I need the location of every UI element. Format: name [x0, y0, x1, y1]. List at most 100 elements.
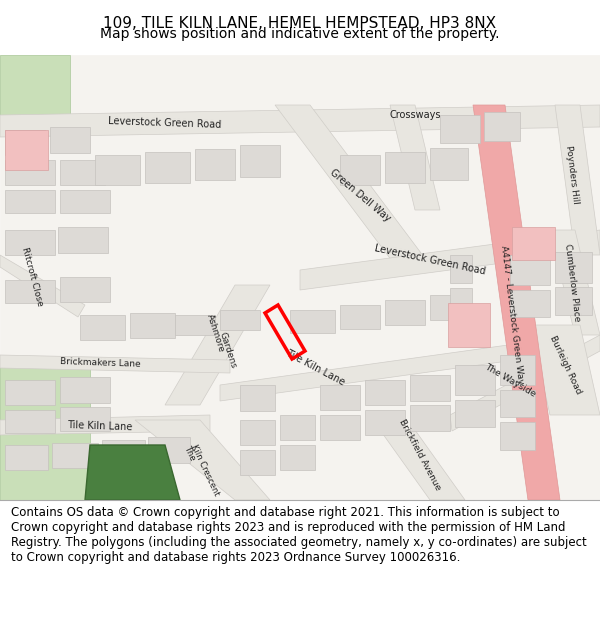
Polygon shape	[430, 148, 468, 180]
Polygon shape	[555, 252, 592, 283]
Polygon shape	[530, 325, 600, 415]
Polygon shape	[365, 410, 405, 435]
Polygon shape	[300, 230, 600, 290]
Polygon shape	[410, 405, 450, 431]
Polygon shape	[5, 190, 55, 213]
Polygon shape	[102, 440, 145, 465]
Polygon shape	[60, 377, 110, 403]
Polygon shape	[5, 160, 55, 185]
Polygon shape	[148, 437, 190, 463]
Polygon shape	[450, 335, 600, 431]
Polygon shape	[280, 415, 315, 440]
Polygon shape	[5, 410, 55, 433]
Polygon shape	[175, 315, 215, 335]
Polygon shape	[220, 335, 580, 401]
Polygon shape	[58, 227, 108, 253]
Polygon shape	[60, 277, 110, 302]
Polygon shape	[240, 420, 275, 445]
Polygon shape	[455, 365, 495, 395]
Polygon shape	[473, 105, 560, 500]
Polygon shape	[50, 127, 90, 153]
Text: Map shows position and indicative extent of the property.: Map shows position and indicative extent…	[100, 28, 500, 41]
Text: Gardens: Gardens	[218, 331, 238, 369]
Polygon shape	[340, 305, 380, 329]
Polygon shape	[5, 380, 55, 405]
Polygon shape	[5, 130, 45, 155]
Polygon shape	[320, 415, 360, 440]
Polygon shape	[385, 300, 425, 325]
Text: Crossways: Crossways	[389, 110, 441, 120]
Text: The Wayside: The Wayside	[483, 362, 537, 398]
Polygon shape	[385, 152, 425, 183]
Text: Leverstock Green Road: Leverstock Green Road	[374, 243, 487, 277]
Polygon shape	[440, 115, 480, 143]
Polygon shape	[240, 145, 280, 177]
Polygon shape	[484, 112, 520, 141]
Polygon shape	[500, 390, 535, 417]
Polygon shape	[0, 365, 90, 500]
Polygon shape	[340, 155, 380, 185]
Text: Brickfield Avenue: Brickfield Avenue	[397, 418, 443, 492]
Text: Ashmore: Ashmore	[205, 312, 226, 353]
Polygon shape	[0, 415, 210, 435]
Polygon shape	[500, 355, 535, 385]
Polygon shape	[0, 255, 85, 317]
Polygon shape	[85, 445, 180, 500]
Text: The: The	[182, 444, 197, 462]
Polygon shape	[130, 313, 175, 338]
Text: Contains OS data © Crown copyright and database right 2021. This information is : Contains OS data © Crown copyright and d…	[11, 506, 587, 564]
Polygon shape	[448, 303, 490, 347]
Text: Kiln Crescent: Kiln Crescent	[189, 443, 221, 497]
Polygon shape	[240, 385, 275, 411]
Polygon shape	[52, 443, 98, 468]
Text: Leverstock Green Road: Leverstock Green Road	[108, 116, 222, 130]
Polygon shape	[555, 105, 600, 255]
Polygon shape	[275, 105, 430, 265]
Text: 109, TILE KILN LANE, HEMEL HEMPSTEAD, HP3 8NX: 109, TILE KILN LANE, HEMEL HEMPSTEAD, HP…	[103, 16, 497, 31]
Polygon shape	[135, 420, 270, 500]
Polygon shape	[450, 255, 472, 283]
Polygon shape	[510, 255, 550, 285]
Polygon shape	[0, 55, 70, 135]
Text: Tile Kiln Lane: Tile Kiln Lane	[284, 348, 346, 388]
Polygon shape	[380, 430, 465, 500]
Polygon shape	[0, 55, 600, 500]
Polygon shape	[60, 160, 105, 185]
Polygon shape	[165, 285, 270, 405]
Polygon shape	[555, 287, 592, 315]
Polygon shape	[0, 105, 600, 137]
Text: Brickmakers Lane: Brickmakers Lane	[59, 357, 140, 369]
Polygon shape	[5, 280, 55, 303]
Polygon shape	[5, 230, 55, 255]
Polygon shape	[390, 105, 440, 210]
Text: Green Dell Way: Green Dell Way	[328, 167, 392, 223]
Polygon shape	[510, 290, 550, 317]
Polygon shape	[500, 422, 535, 450]
Polygon shape	[550, 230, 600, 335]
Text: Ritcroft Close: Ritcroft Close	[20, 246, 44, 308]
Polygon shape	[455, 400, 495, 427]
Polygon shape	[145, 152, 190, 183]
Polygon shape	[60, 407, 110, 431]
Polygon shape	[365, 380, 405, 405]
Polygon shape	[60, 190, 110, 213]
Text: A4147 - Leverstock Green Way: A4147 - Leverstock Green Way	[499, 245, 525, 385]
Polygon shape	[280, 445, 315, 470]
Polygon shape	[512, 227, 555, 260]
Polygon shape	[410, 375, 450, 401]
Polygon shape	[5, 445, 48, 470]
Text: Tile Kiln Lane: Tile Kiln Lane	[67, 420, 133, 432]
Polygon shape	[290, 310, 335, 333]
Polygon shape	[5, 130, 48, 170]
Polygon shape	[80, 315, 125, 340]
Text: Cumberlow Place: Cumberlow Place	[563, 244, 581, 322]
Polygon shape	[95, 155, 140, 185]
Polygon shape	[320, 385, 360, 410]
Text: Poynders Hill: Poynders Hill	[564, 145, 580, 205]
Polygon shape	[450, 288, 472, 313]
Polygon shape	[0, 355, 230, 373]
Polygon shape	[220, 310, 260, 330]
Polygon shape	[240, 450, 275, 475]
Polygon shape	[195, 149, 235, 180]
Polygon shape	[430, 295, 465, 320]
